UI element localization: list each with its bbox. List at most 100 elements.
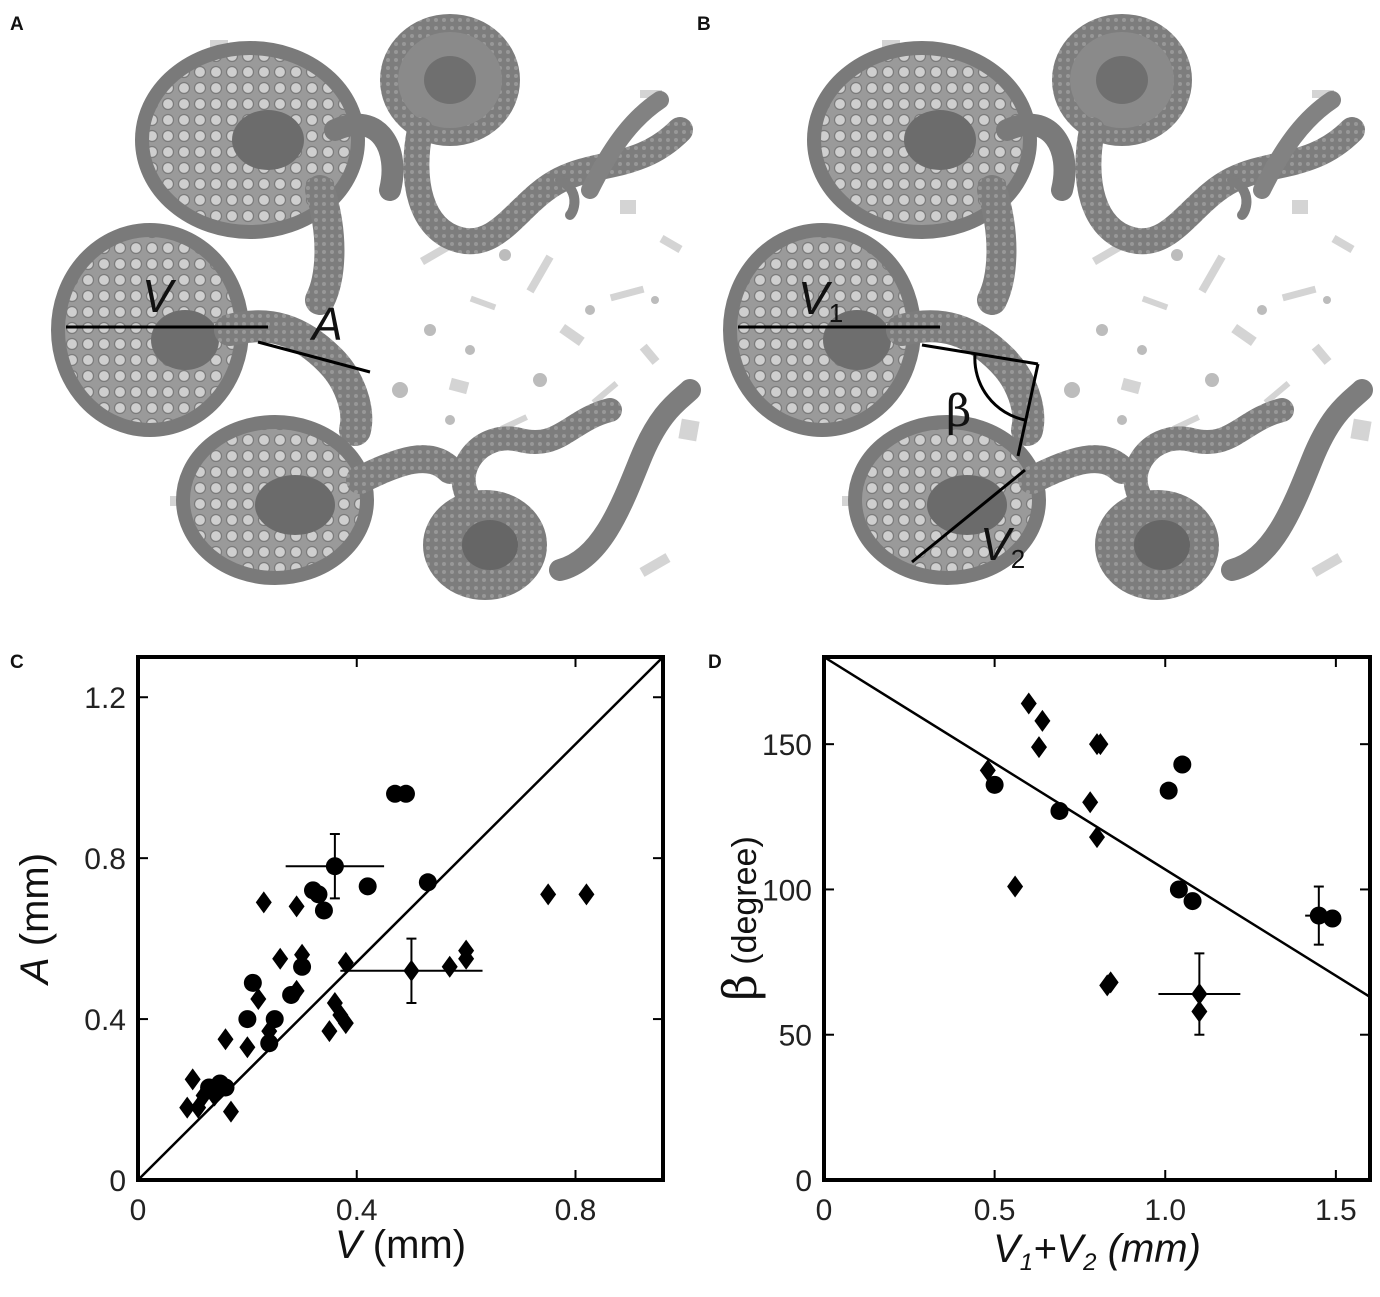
chart-d-xlabel-v1: V [993, 1227, 1023, 1271]
panel-c: C 0 0.4 0.800.40.81.2V (mm)A (mm) [10, 652, 665, 1267]
chart-c-plot-frame [136, 655, 665, 1182]
panel-b-beta-label: β [946, 386, 971, 437]
chart-d-xtick-label: 1.5 [1315, 1194, 1357, 1227]
chart-c-circle-point [260, 1034, 279, 1053]
chart-d-ytick-label: 0 [795, 1165, 812, 1198]
chart-c-ytick-label: 0.4 [84, 1004, 126, 1037]
chart-d-circle-point [1159, 781, 1178, 800]
chart-c-diamond-point [337, 951, 354, 974]
chart-c-xlabel-unit: (mm) [362, 1223, 466, 1267]
chart-d-errorbar-point [1191, 983, 1208, 1006]
chart-c-xtick-label: 0.8 [555, 1194, 597, 1227]
chart-d-ytick-label: 100 [762, 874, 812, 907]
chart-d-circle-point [985, 775, 1004, 794]
panel-a-label: A [10, 14, 24, 35]
chart-d-xlabel-plus: + [1033, 1227, 1056, 1271]
chart-c-diamond-point [255, 891, 272, 914]
chart-d-diamond-point [1034, 709, 1051, 732]
chart-c-xtick-label: 0.4 [336, 1194, 378, 1227]
panel-b-v2-label: V2 [980, 518, 1025, 574]
chart-d-xtick-label: 1.0 [1144, 1194, 1186, 1227]
chart-c-diamond-point [206, 1084, 223, 1107]
chart-d-circle-point [1323, 909, 1342, 928]
chart-d-ytick-label: 50 [779, 1020, 812, 1053]
chart-c-diamond-point [288, 895, 305, 918]
chart-d-ytick-label: 150 [762, 729, 812, 762]
panel-a-a-label: A [309, 298, 343, 350]
chart-d-xlabel: V1+V2 (mm) [993, 1227, 1201, 1276]
chart-c-diamond-point [337, 1012, 354, 1035]
chart-d-xlabel-sub2: 2 [1082, 1249, 1096, 1276]
chart-c-circle-point [314, 901, 333, 920]
chart-d-circle-point [1050, 801, 1069, 820]
chart-c-diamond-point [272, 947, 289, 970]
chart-d-diamond-point [1082, 791, 1099, 814]
panel-a: A V A [10, 14, 700, 600]
chart-c-circle-point [243, 973, 262, 992]
chart-d-ylabel-unit: (degree) [726, 836, 764, 974]
chart-d-errorbar-point [1309, 906, 1328, 925]
chart-c-circle-point [216, 1078, 235, 1097]
chart-d-diamond-point [1007, 875, 1024, 898]
chart-c-ytick-label: 0.8 [84, 843, 126, 876]
panel-a-a-line [257, 340, 371, 374]
chart-c-diamond-point [184, 1068, 201, 1091]
chart-d-diamond-point [1089, 826, 1105, 849]
chart-d-circle-point [1183, 892, 1202, 911]
chart-d-xlabel-sub1: 1 [1020, 1249, 1033, 1276]
chart-d-diamond-point [1102, 971, 1119, 994]
chart-c-errorbar-point [403, 959, 420, 982]
chart-d-diamond-point [979, 759, 996, 782]
chart-d-diamond-point [1092, 733, 1109, 756]
panel-b-v2-line [911, 468, 1026, 564]
chart-c-diamond-point [578, 883, 595, 906]
chart-c-circle-point [358, 877, 377, 896]
chart-c-ylabel: A (mm) [13, 853, 57, 986]
chart-d-diamond-point [1020, 692, 1037, 715]
chart-c-diamond-point [540, 883, 557, 906]
chart-d-plot-frame [822, 655, 1372, 1182]
chart-c-xlabel-symbol: V [335, 1223, 365, 1267]
chart-c-diamond-point [250, 987, 267, 1010]
panel-d-label: D [708, 652, 722, 673]
chart-c-xlabel: V (mm) [335, 1223, 466, 1267]
chart-c-diamond-point [441, 955, 458, 978]
chart-c-diamond-point [261, 1020, 278, 1043]
chart-c-diamond-point [179, 1096, 196, 1119]
chart-c-diamond-point [294, 943, 311, 966]
panel-b-v1-label: V1 [798, 272, 843, 328]
chart-d-xtick-label: 0.5 [974, 1194, 1016, 1227]
panel-b: B V1 β V2 [697, 14, 1372, 600]
chart-c-diamond-point [458, 939, 475, 962]
chart-c-diamond-point [222, 1100, 239, 1123]
chart-c-circle-point [293, 957, 312, 976]
chart-c-circle-point [396, 784, 415, 803]
chart-c-xtick-label: 0 [130, 1194, 147, 1227]
panel-c-label: C [10, 652, 24, 673]
chart-c-ytick-label: 1.2 [84, 682, 126, 715]
chart-d-circle-point [1173, 755, 1192, 774]
chart-d-ylabel-symbol: β [713, 974, 767, 1001]
chart-c-diamond-point [217, 1028, 234, 1051]
panel-b-angle-arm2 [1016, 363, 1040, 457]
panel-b-angle-arc [973, 353, 1026, 422]
chart-c-ylabel-unit: (mm) [13, 853, 57, 957]
chart-d-diamond-point [1030, 736, 1047, 759]
chart-c-circle-point [418, 873, 437, 892]
chart-c-diamond-point [321, 1020, 338, 1043]
chart-c-ytick-label: 0 [109, 1165, 126, 1198]
chart-d-circle-point [1169, 880, 1188, 899]
chart-c-circle-point [238, 1010, 257, 1029]
chart-c: 0 0.4 0.800.40.81.2V (mm)A (mm) [13, 655, 665, 1267]
chart-d-ylabel: β (degree) [713, 836, 767, 1001]
chart-c-diamond-point [239, 1036, 256, 1059]
chart-d-xlabel-unit: (mm) [1097, 1227, 1201, 1271]
chart-c-diamond-point [195, 1084, 212, 1107]
panel-a-v-label: V [142, 270, 177, 322]
panel-b-angle-arm1 [921, 343, 1039, 366]
chart-c-errorbar-point [325, 857, 344, 876]
chart-d-xtick-label: 0 [816, 1194, 833, 1227]
